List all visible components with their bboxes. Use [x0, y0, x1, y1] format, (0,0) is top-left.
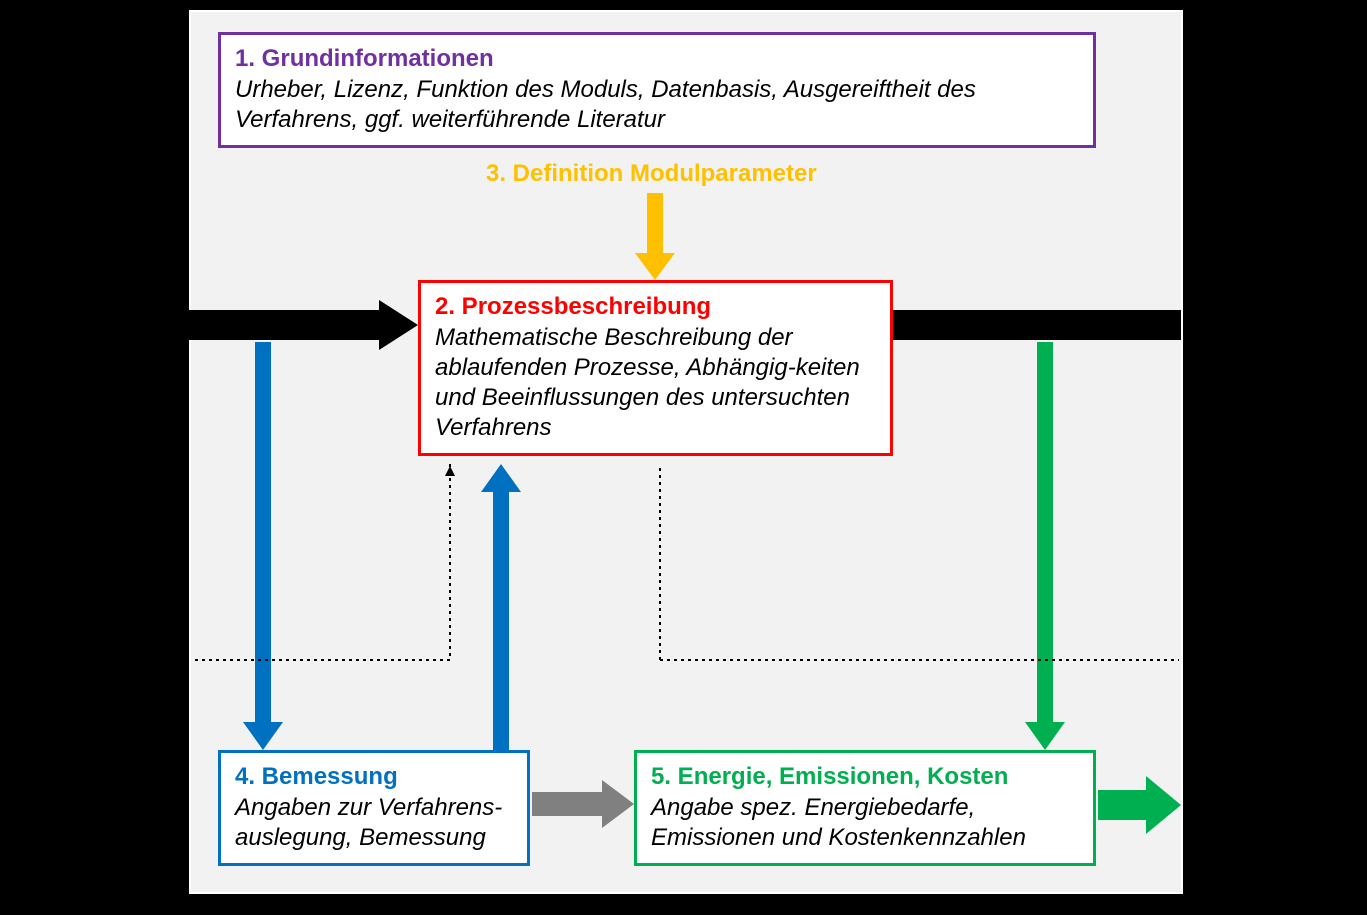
box-grundinformationen: 1. Grundinformationen Urheber, Lizenz, F… [218, 32, 1096, 148]
box2-title: 2. Prozessbeschreibung [435, 293, 876, 321]
box5-body: Angabe spez. Energiebedarfe, Emissionen … [651, 793, 1079, 853]
box4-body: Angaben zur Verfahrens-auslegung, Bemess… [235, 793, 513, 853]
box1-body: Urheber, Lizenz, Funktion des Moduls, Da… [235, 75, 1079, 135]
box1-title: 1. Grundinformationen [235, 45, 1079, 73]
box5-title: 5. Energie, Emissionen, Kosten [651, 763, 1079, 791]
box4-title: 4. Bemessung [235, 763, 513, 791]
box-energie-emissionen-kosten: 5. Energie, Emissionen, Kosten Angabe sp… [634, 750, 1096, 866]
box-bemessung: 4. Bemessung Angaben zur Verfahrens-ausl… [218, 750, 530, 866]
box2-body: Mathematische Beschreibung der ablaufend… [435, 323, 876, 443]
box-prozessbeschreibung: 2. Prozessbeschreibung Mathematische Bes… [418, 280, 893, 456]
label-definition-modulparameter: 3. Definition Modulparameter [486, 160, 817, 188]
